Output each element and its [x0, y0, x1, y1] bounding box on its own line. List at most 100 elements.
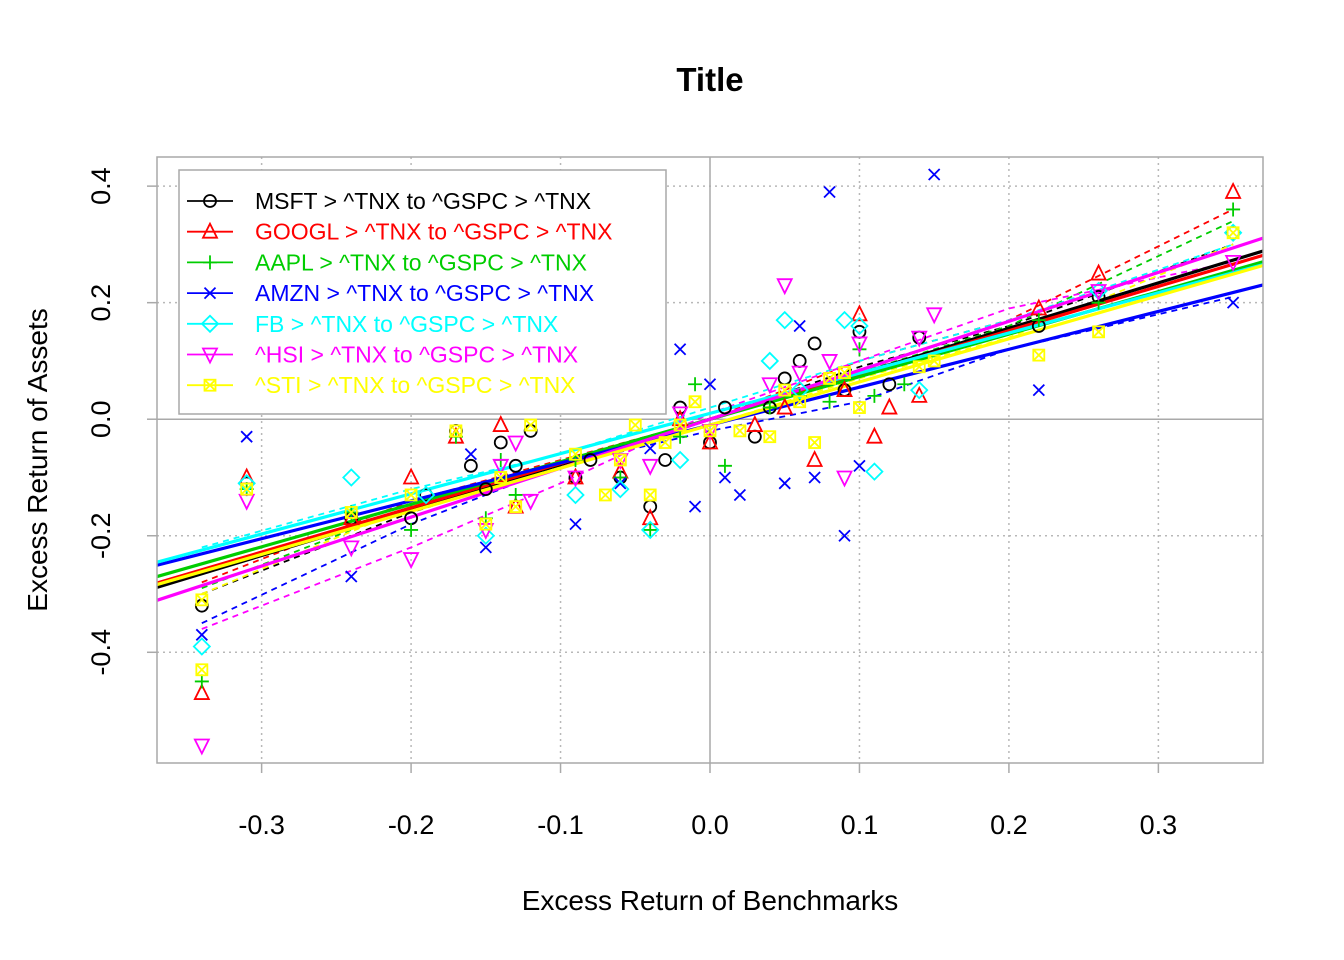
- point-series-6-28: [927, 354, 941, 368]
- point-series-5-14: [776, 278, 794, 296]
- data-points: [192, 168, 1243, 756]
- point-series-3-5: [569, 517, 582, 531]
- point-series-5-20: [925, 307, 943, 325]
- point-series-6-22: [793, 395, 807, 409]
- point-series-2-7: [508, 487, 523, 502]
- point-series-4-7: [640, 520, 660, 540]
- legend-marker-4: [200, 314, 220, 334]
- point-series-3-4: [479, 541, 492, 554]
- point-series-5-1: [238, 493, 256, 511]
- point-series-4-9: [760, 351, 780, 371]
- point-series-4-3: [416, 485, 436, 505]
- y-tick-label-0: -0.4: [86, 629, 116, 676]
- legend-marker-5: [201, 347, 219, 365]
- legend-marker-0: [203, 194, 217, 208]
- point-series-0-4: [419, 488, 433, 502]
- point-series-0-6: [463, 458, 478, 473]
- point-series-1-3: [402, 467, 420, 485]
- point-series-6-27: [912, 360, 926, 374]
- point-series-3-19: [928, 168, 941, 181]
- point-series-6-25: [838, 366, 851, 379]
- legend-marker-2: [203, 255, 217, 270]
- point-series-4-11: [790, 380, 809, 400]
- point-series-6-12: [613, 453, 627, 467]
- point-series-5-10: [641, 458, 659, 476]
- point-series-5-2: [342, 540, 360, 558]
- point-series-5-13: [761, 377, 779, 395]
- x-axis-label: Excess Return of Benchmarks: [522, 885, 899, 916]
- point-series-4-15: [909, 380, 929, 400]
- point-series-4-6: [611, 479, 630, 499]
- x-tick-label-1: -0.2: [388, 810, 435, 840]
- point-series-0-19: [747, 429, 762, 444]
- point-series-0-9: [508, 458, 523, 473]
- point-series-3-6: [614, 477, 627, 490]
- fit-line-series-4: [156, 263, 1264, 564]
- point-series-4-5: [566, 485, 585, 505]
- legend-label-5: ^HSI > ^TNX to ^GSPC > ^TNX: [255, 342, 578, 368]
- point-series-6-26: [853, 401, 866, 414]
- point-series-4-2: [342, 468, 361, 487]
- point-series-5-15: [791, 365, 809, 383]
- point-series-1-17: [865, 426, 883, 444]
- x-tick-label-5: 0.2: [990, 810, 1028, 840]
- point-series-6-31: [1226, 226, 1240, 240]
- legend-label-2: AAPL > ^TNX to ^GSPC > ^TNX: [255, 249, 587, 275]
- point-series-3-13: [778, 477, 791, 490]
- legend-marker-3: [203, 286, 217, 300]
- y-axis-ticks: -0.4 -0.2 0.0 0.2 0.4: [86, 167, 157, 676]
- point-series-4-14: [865, 462, 884, 481]
- point-series-2-14: [762, 400, 777, 415]
- point-series-6-23: [808, 436, 822, 449]
- chart-title: Title: [676, 61, 743, 98]
- x-tick-label-2: -0.1: [537, 810, 584, 840]
- point-series-1-0: [193, 683, 211, 700]
- point-series-6-6: [479, 517, 493, 531]
- point-series-3-20: [1032, 383, 1045, 397]
- y-tick-label-3: 0.2: [86, 284, 116, 322]
- point-series-1-21: [1090, 263, 1108, 281]
- point-series-6-9: [524, 418, 538, 432]
- point-series-1-16: [851, 304, 868, 322]
- point-series-6-13: [628, 418, 642, 432]
- y-tick-label-2: 0.0: [86, 400, 116, 438]
- point-series-1-5: [492, 415, 510, 432]
- legend: MSFT > ^TNX to ^GSPC > ^TNX GOOGL > ^TNX …: [178, 169, 667, 415]
- point-series-6-11: [598, 488, 612, 502]
- point-series-5-17: [836, 470, 853, 488]
- point-series-0-8: [493, 435, 508, 450]
- legend-marker-1: [201, 221, 219, 239]
- legend-label-4: FB > ^TNX to ^GSPC > ^TNX: [255, 311, 558, 337]
- point-series-6-30: [1092, 325, 1105, 339]
- point-series-0-12: [583, 453, 598, 467]
- point-series-2-17: [852, 342, 867, 357]
- point-series-6-20: [763, 430, 777, 444]
- point-series-6-4: [404, 488, 418, 502]
- point-series-6-10: [569, 447, 582, 461]
- point-series-6-5: [449, 424, 463, 438]
- point-series-3-8: [673, 343, 687, 356]
- point-series-0-21: [777, 371, 792, 386]
- point-series-5-18: [851, 336, 868, 354]
- legend-label-6: ^STI > ^TNX to ^GSPC > ^TNX: [255, 372, 576, 398]
- point-series-5-8: [567, 470, 584, 488]
- point-series-2-22: [1226, 202, 1241, 217]
- point-series-3-11: [718, 471, 732, 484]
- point-series-5-3: [402, 552, 420, 570]
- point-series-3-2: [345, 570, 358, 583]
- point-series-2-3: [404, 522, 419, 537]
- point-series-6-2: [240, 482, 254, 496]
- y-tick-label-4: 0.4: [86, 167, 116, 205]
- point-series-6-21: [778, 383, 792, 397]
- point-series-1-12: [746, 415, 764, 432]
- point-series-3-16: [823, 185, 836, 199]
- point-series-3-0: [195, 628, 208, 641]
- y-axis-label: Excess Return of Assets: [22, 308, 53, 611]
- point-series-1-14: [806, 449, 824, 467]
- point-series-5-16: [821, 354, 839, 371]
- x-tick-label-3: 0.0: [691, 810, 729, 840]
- point-series-6-18: [703, 424, 717, 438]
- point-series-5-11: [671, 406, 689, 424]
- legend-label-1: GOOGL > ^TNX to ^GSPC > ^TNX: [255, 219, 612, 245]
- point-series-1-15: [836, 380, 853, 397]
